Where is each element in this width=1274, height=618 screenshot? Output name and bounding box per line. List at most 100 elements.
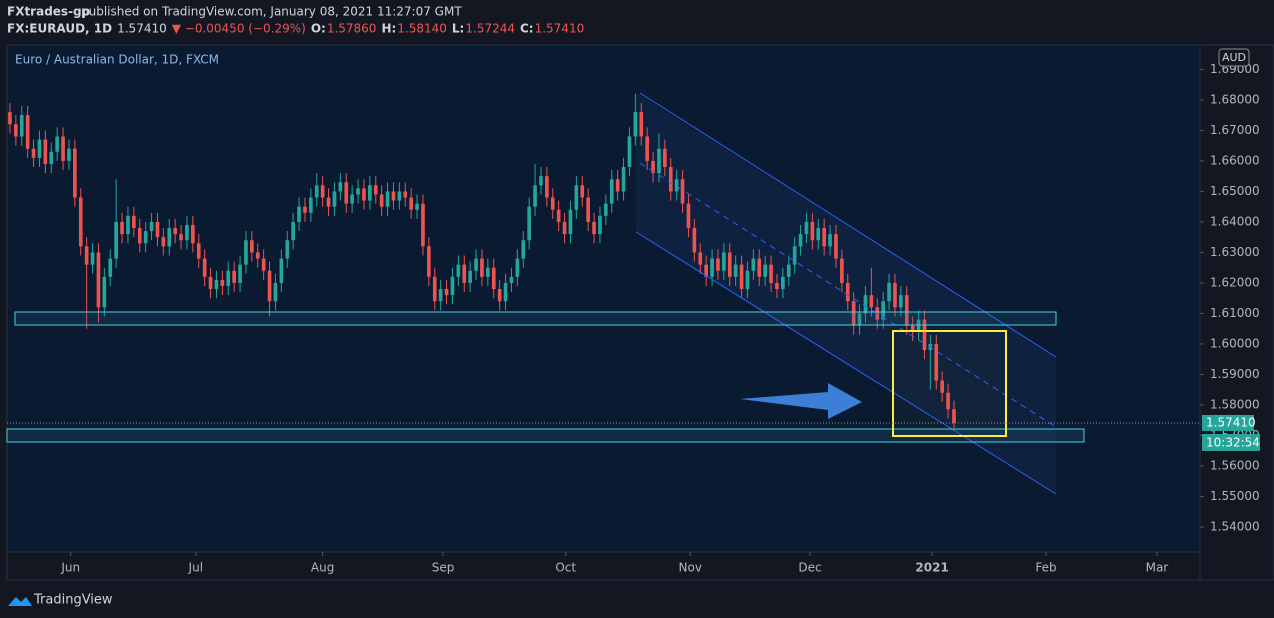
y-tick-label: 1.58000	[1210, 397, 1260, 411]
candle-body	[828, 234, 832, 247]
y-tick-label: 1.61000	[1210, 306, 1260, 320]
candle-body	[120, 221, 124, 235]
candle-body	[90, 252, 95, 265]
candle-body	[550, 197, 555, 210]
header-field: 1.57410	[117, 22, 167, 36]
axes: 1.540001.550001.560001.570001.580001.590…	[7, 62, 1260, 575]
candle-body	[8, 112, 12, 125]
candle-body	[155, 221, 160, 238]
candle-body	[332, 191, 337, 207]
y-tick-label: 1.64000	[1210, 214, 1260, 228]
candle-body	[309, 197, 313, 213]
highlight-fill	[893, 331, 1006, 436]
candle-body	[763, 264, 767, 277]
candle-body	[432, 276, 437, 302]
candle-body	[686, 203, 691, 229]
header-field: 1.57860	[327, 22, 377, 36]
channel-upper	[639, 92, 1057, 358]
symbol-line: FX:EURAUD, 1D 1.57410 ▼ −0.00450 (−0.29%) O…	[7, 22, 584, 36]
candle-body	[716, 258, 720, 271]
candle-body	[816, 228, 821, 241]
candle-body	[232, 270, 236, 283]
x-tick-label: Oct	[555, 561, 576, 575]
candle-body	[362, 188, 366, 201]
candle-body	[185, 224, 189, 241]
candle-body	[474, 258, 478, 271]
candle-body	[586, 197, 590, 222]
candle-body	[427, 246, 431, 277]
x-tick-label: Mar	[1146, 561, 1169, 575]
candle-body	[350, 194, 354, 204]
candle-body	[556, 209, 561, 222]
channel-middle	[639, 162, 1057, 428]
header-field: H:	[381, 22, 396, 36]
candle-body	[326, 197, 331, 207]
header-field: 1.58140	[397, 22, 447, 36]
candle-body	[621, 167, 626, 192]
candle-body	[368, 185, 372, 201]
candle-body	[214, 279, 219, 290]
candle-body	[840, 258, 844, 283]
candle-body	[527, 206, 531, 241]
candle-body	[899, 295, 903, 308]
candle-body	[303, 206, 307, 213]
candle-body	[810, 221, 815, 241]
candle-body	[863, 295, 868, 314]
candle-body	[574, 185, 579, 210]
candle-body	[804, 221, 809, 235]
candle-body	[509, 276, 514, 283]
candle-body	[486, 267, 490, 277]
candle-body	[202, 258, 207, 277]
candle-body	[539, 176, 543, 186]
candle-body	[480, 258, 484, 277]
header-field: L:	[452, 22, 464, 36]
candle-body	[851, 301, 856, 326]
candle-body	[267, 270, 272, 302]
y-tick-label: 1.68000	[1210, 92, 1260, 106]
candle-body	[934, 343, 939, 381]
candle-body	[745, 270, 750, 290]
candle-body	[592, 221, 596, 235]
candle-body	[781, 276, 785, 290]
candle-body	[604, 203, 608, 216]
header-field: ▼ −0.00450 (−0.29%)	[172, 22, 306, 36]
candle-body	[196, 243, 201, 259]
y-tick-label: 1.60000	[1210, 336, 1260, 350]
candle-body	[580, 185, 585, 198]
brand: TradingView	[33, 593, 113, 608]
chart-title: Euro / Australian Dollar, 1D, FXCM	[15, 53, 219, 67]
candle-body	[250, 240, 254, 253]
candle-body	[421, 203, 425, 247]
y-tick-label: 1.54000	[1210, 519, 1260, 533]
candle-body	[739, 264, 744, 290]
chart-frame	[6, 44, 1274, 581]
candle-body	[497, 289, 502, 302]
candle-body	[940, 380, 944, 393]
header-field: C:	[520, 22, 534, 36]
candle-body	[338, 182, 343, 192]
candle-body	[220, 279, 225, 286]
candle-body	[704, 264, 708, 277]
candle-body	[562, 221, 567, 235]
y-tick-label: 1.56000	[1210, 458, 1260, 472]
candle-body	[798, 234, 803, 247]
candle-body	[456, 264, 461, 277]
candle-body	[609, 179, 614, 204]
tradingview-logo	[8, 597, 32, 606]
y-tick-label: 1.67000	[1210, 123, 1260, 137]
candle-body	[356, 188, 360, 195]
x-tick-label: 2021	[915, 561, 948, 575]
plot-area	[7, 45, 1200, 552]
x-tick-label: Feb	[1035, 561, 1056, 575]
candle-body	[102, 276, 107, 308]
candle-body	[521, 240, 526, 259]
candle-body	[775, 282, 779, 290]
candle-body	[916, 319, 921, 332]
candle-body	[845, 282, 850, 302]
candle-body	[545, 176, 549, 198]
candle-body	[173, 228, 177, 235]
candle-body	[904, 295, 909, 326]
candle-body	[114, 221, 118, 259]
x-tick-label: Jun	[60, 561, 80, 575]
